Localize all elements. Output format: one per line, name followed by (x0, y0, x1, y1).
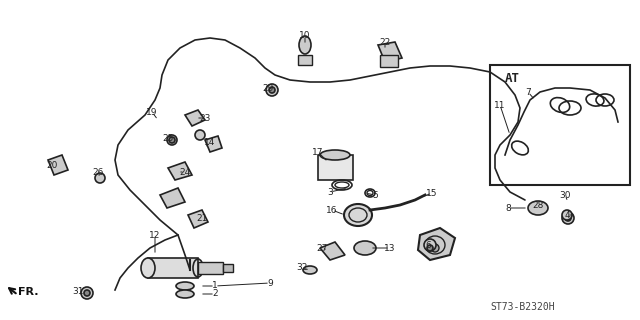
Text: 25: 25 (163, 133, 173, 142)
Circle shape (84, 290, 90, 296)
Text: 29: 29 (262, 84, 274, 92)
Text: 23: 23 (199, 114, 211, 123)
Circle shape (562, 210, 572, 220)
Circle shape (562, 212, 574, 224)
Text: 14: 14 (204, 138, 216, 147)
Circle shape (269, 87, 275, 93)
Text: ST73-B2320H: ST73-B2320H (490, 302, 555, 312)
Text: 3: 3 (327, 188, 333, 196)
Polygon shape (205, 136, 222, 152)
Bar (223, 264, 233, 272)
Ellipse shape (176, 290, 194, 298)
Text: 7: 7 (525, 87, 531, 97)
Text: 1: 1 (212, 282, 218, 291)
Text: 20: 20 (46, 161, 58, 170)
Text: 4: 4 (564, 211, 570, 220)
Text: 5: 5 (372, 190, 378, 199)
Text: 9: 9 (267, 278, 273, 287)
Circle shape (427, 245, 433, 251)
Circle shape (195, 130, 205, 140)
Text: 10: 10 (300, 30, 311, 39)
Polygon shape (160, 188, 185, 208)
Text: 31: 31 (72, 287, 84, 297)
Polygon shape (378, 42, 402, 62)
Bar (148, 258, 198, 278)
Text: 28: 28 (532, 201, 544, 210)
Text: FR.: FR. (18, 287, 38, 297)
Text: 27: 27 (316, 244, 328, 252)
Bar (380, 55, 398, 67)
Ellipse shape (299, 36, 311, 54)
Bar (490, 65, 630, 185)
Text: 17: 17 (312, 148, 324, 156)
Text: 8: 8 (505, 204, 511, 212)
Text: 2: 2 (212, 290, 218, 299)
Text: 32: 32 (296, 263, 308, 273)
Ellipse shape (303, 266, 317, 274)
Ellipse shape (320, 150, 350, 160)
Circle shape (565, 215, 571, 221)
Ellipse shape (431, 244, 439, 252)
Circle shape (169, 137, 175, 143)
Polygon shape (188, 210, 208, 228)
Text: 11: 11 (494, 100, 506, 109)
Bar (298, 55, 312, 65)
Bar (198, 262, 223, 274)
Circle shape (424, 239, 436, 251)
Polygon shape (185, 110, 205, 126)
Polygon shape (418, 228, 455, 260)
Bar (318, 155, 353, 180)
Ellipse shape (176, 282, 194, 290)
Text: 15: 15 (426, 188, 438, 197)
Polygon shape (48, 155, 68, 175)
Circle shape (81, 287, 93, 299)
Polygon shape (168, 162, 192, 180)
Text: AT: AT (505, 72, 520, 85)
Text: 26: 26 (92, 167, 104, 177)
Text: 13: 13 (384, 244, 396, 252)
Text: 21: 21 (196, 213, 208, 222)
Ellipse shape (528, 201, 548, 215)
Text: 19: 19 (147, 108, 157, 116)
Text: 6: 6 (425, 241, 431, 250)
Circle shape (167, 135, 177, 145)
Text: 22: 22 (380, 37, 390, 46)
Text: 12: 12 (149, 230, 161, 239)
Text: 16: 16 (326, 205, 338, 214)
Ellipse shape (141, 258, 155, 278)
Ellipse shape (344, 204, 372, 226)
Circle shape (266, 84, 278, 96)
Text: 24: 24 (179, 167, 191, 177)
Circle shape (95, 173, 105, 183)
Ellipse shape (354, 241, 376, 255)
Polygon shape (320, 242, 345, 260)
Text: 30: 30 (559, 190, 571, 199)
